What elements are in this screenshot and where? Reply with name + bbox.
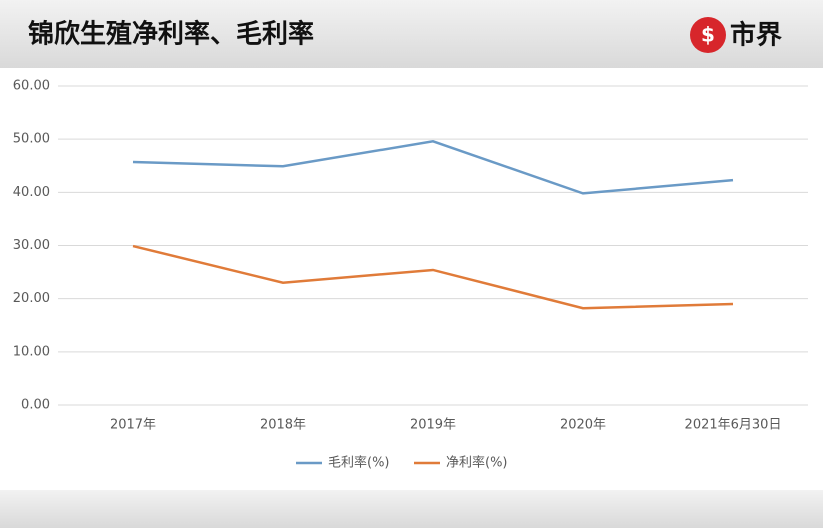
series-line: [132, 244, 734, 310]
y-tick-label: 10.00: [13, 344, 50, 359]
y-tick-label: 40.00: [13, 185, 50, 200]
footer-band: [0, 490, 823, 528]
x-tick-label: 2020年: [560, 418, 606, 433]
y-tick-label: 0.00: [21, 398, 50, 413]
chart-title: 锦欣生殖净利率、毛利率: [28, 19, 314, 50]
legend-label: 毛利率(%): [328, 455, 390, 471]
y-tick-label: 60.00: [13, 79, 50, 94]
y-tick-label: 30.00: [13, 238, 50, 253]
x-tick-label: 2018年: [260, 418, 306, 433]
y-tick-label: 20.00: [13, 291, 50, 306]
header-band: [0, 0, 823, 68]
x-tick-label: 2017年: [110, 418, 156, 433]
logo-text: 市界: [730, 20, 782, 51]
series-line: [132, 140, 734, 195]
y-tick-label: 50.00: [13, 132, 50, 147]
logo-glyph: $: [701, 23, 715, 47]
logo-icon: [690, 17, 726, 53]
x-tick-label: 2019年: [410, 418, 456, 433]
x-tick-label: 2021年6月30日: [685, 418, 782, 433]
legend-label: 净利率(%): [446, 455, 508, 471]
